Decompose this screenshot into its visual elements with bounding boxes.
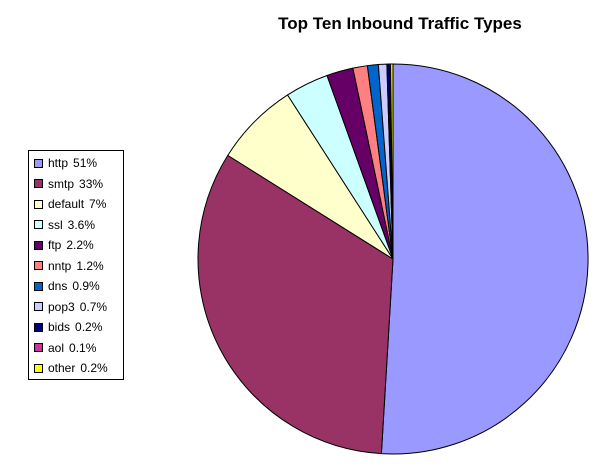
legend-value: 0.9%: [72, 279, 100, 293]
legend-label: ssl: [48, 217, 63, 232]
legend-swatch: [34, 261, 43, 270]
legend-swatch: [34, 199, 43, 209]
legend-item-other: other 0.2%: [34, 360, 108, 376]
legend-swatch: [34, 343, 43, 352]
legend-value: 7%: [89, 197, 107, 211]
chart-title: Top Ten Inbound Traffic Types: [278, 14, 522, 33]
legend-item-ftp: ftp 2.2%: [34, 237, 94, 253]
legend-label: nntp: [48, 258, 72, 273]
legend-item-default: default 7%: [34, 196, 106, 212]
legend-value: 2.2%: [66, 238, 94, 252]
legend-value: 0.7%: [79, 299, 108, 314]
legend-swatch: [34, 158, 43, 168]
pie-slice-http: [380, 63, 589, 455]
legend-item-nntp: nntp 1.2%: [34, 258, 104, 274]
legend-value: 51%: [73, 156, 98, 170]
legend-label: smtp: [48, 176, 75, 191]
legend-item-dns: dns 0.9%: [34, 278, 100, 294]
legend-swatch: [34, 322, 43, 332]
legend-value: 33%: [79, 176, 104, 191]
legend-value: 0.1%: [69, 340, 97, 355]
legend-swatch: [34, 302, 43, 311]
pie-slice-other: [390, 63, 394, 260]
legend-label: default: [48, 197, 85, 211]
legend-value: 3.6%: [67, 217, 96, 232]
legend-value: 0.2%: [75, 320, 103, 334]
legend-item-bids: bids 0.2%: [34, 319, 102, 335]
legend-label: aol: [48, 340, 65, 355]
legend-item-ssl: ssl 3.6%: [34, 217, 95, 233]
legend: http 51% smtp 33% default 7% ssl 3.6% ftp 2.2% nnt…: [28, 150, 124, 380]
legend-swatch: [34, 363, 43, 373]
legend-value: 0.2%: [80, 361, 108, 375]
legend-label: dns: [48, 279, 68, 293]
legend-swatch: [34, 179, 43, 188]
legend-label: http: [48, 156, 69, 170]
legend-label: ftp: [48, 238, 62, 252]
legend-value: 1.2%: [76, 258, 104, 273]
pie-slice-smtp: [197, 154, 394, 455]
legend-item-pop3: pop3 0.7%: [34, 299, 107, 315]
legend-item-aol: aol 0.1%: [34, 340, 96, 356]
legend-label: other: [48, 361, 76, 375]
legend-swatch: [34, 240, 43, 250]
legend-swatch: [34, 281, 43, 291]
legend-label: pop3: [48, 299, 75, 314]
legend-item-smtp: smtp 33%: [34, 176, 103, 192]
legend-label: bids: [48, 320, 71, 334]
legend-item-http: http 51%: [34, 155, 97, 171]
legend-swatch: [34, 220, 43, 229]
